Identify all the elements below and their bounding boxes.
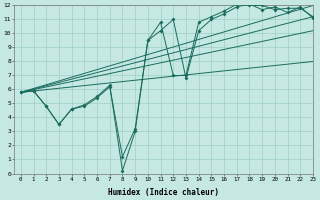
- X-axis label: Humidex (Indice chaleur): Humidex (Indice chaleur): [108, 188, 219, 197]
